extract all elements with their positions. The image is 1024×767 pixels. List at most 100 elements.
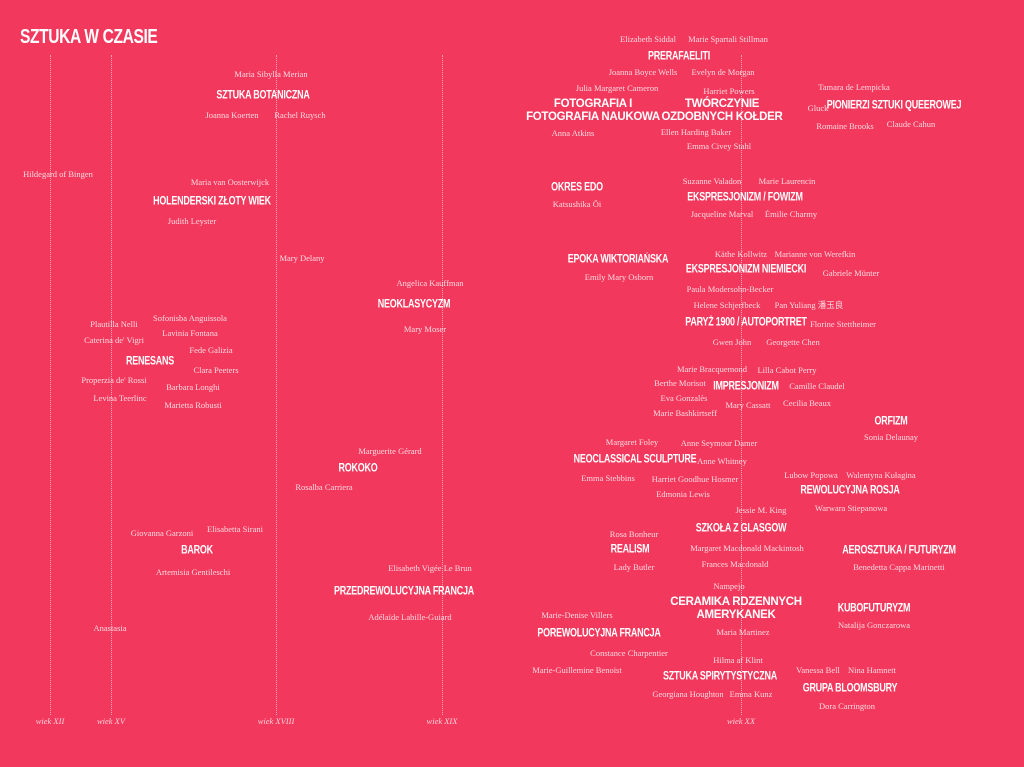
artist-name: Harriet Goodhue Hosmer — [651, 474, 739, 484]
artist-name: Helene Schjerfbeck — [693, 300, 761, 310]
artist-name: Rosalba Carriera — [295, 482, 353, 492]
artist-name: Mary Moser — [403, 324, 447, 334]
movement-label: PIONIERZI SZTUKI QUEEROWEJ — [826, 99, 962, 112]
artist-name: Jacqueline Marval — [690, 209, 754, 219]
artist-name: Anna Atkins — [551, 128, 595, 138]
movement-label: BAROK — [181, 544, 213, 557]
century-label: wiek XX — [726, 716, 756, 726]
movement-label: CERAMIKA RDZENNYCH AMERYKANEK — [670, 596, 802, 621]
artist-name: Adélaïde Labille-Guiard — [368, 612, 452, 622]
page-title: SZTUKA W CZASIE — [20, 26, 158, 48]
artist-name: Paula Modersohn-Becker — [686, 284, 774, 294]
movement-label: ORFIZM — [874, 415, 908, 428]
artist-name: Judith Leyster — [167, 216, 217, 226]
artist-name: Florine Stettheimer — [810, 319, 876, 329]
century-line — [276, 55, 277, 715]
artist-name: Levina Teerlinc — [93, 393, 147, 403]
movement-label: PRERAFAELITI — [648, 50, 710, 63]
movement-label: AEROSZTUKA / FUTURYZM — [842, 544, 956, 557]
artist-name: Artemisia Gentileschi — [155, 567, 231, 577]
century-line — [111, 55, 112, 715]
century-label: wiek XV — [96, 716, 126, 726]
artist-name: Emma Stebbins — [581, 473, 635, 483]
artist-name: Elizabeth Siddal — [620, 34, 676, 44]
artist-name: Margaret Macdonald Mackintosh — [690, 543, 804, 553]
artist-name: Walentyna Kułagina — [846, 470, 916, 480]
artist-name: Lady Butler — [613, 562, 655, 572]
artist-name: Eva Gonzalès — [660, 393, 708, 403]
artist-name: Constance Charpentier — [590, 648, 668, 658]
artist-name: Berthe Morisot — [654, 378, 706, 388]
artist-name: Angelica Kauffman — [396, 278, 464, 288]
artist-name: Margaret Foley — [605, 437, 659, 447]
artist-name: Marietta Robusti — [164, 400, 222, 410]
artist-name: Julia Margaret Cameron — [575, 83, 659, 93]
artist-name: Ellen Harding Baker — [660, 127, 732, 137]
artist-name: Joanna Boyce Wells — [608, 67, 678, 77]
movement-label: NEOKLASYCYZM — [377, 298, 451, 311]
artist-name: Claude Cahun — [886, 119, 936, 129]
artist-name: Elisabetta Sirani — [207, 524, 263, 534]
artist-name: Pan Yuliang 潘玉良 — [774, 300, 844, 310]
artist-name: Maria Martinez — [716, 627, 770, 637]
artist-name: Natalija Gonczarowa — [838, 620, 910, 630]
artist-name: Elisabeth Vigée Le Brun — [388, 563, 472, 573]
artist-name: Anne Whitney — [697, 456, 747, 466]
artist-name: Maria Sibylla Merian — [234, 69, 308, 79]
artist-name: Edmonia Lewis — [656, 489, 710, 499]
artist-name: Gluck — [807, 103, 829, 113]
movement-label: EKSPRESJONIZM / FOWIZM — [687, 191, 803, 204]
century-line — [442, 55, 443, 715]
artist-name: Anne Seymour Damer — [680, 438, 758, 448]
artist-name: Sofonisba Anguissola — [153, 313, 227, 323]
movement-label: SZKOŁA Z GLASGOW — [695, 522, 787, 535]
artist-name: Marie Bashkirtseff — [653, 408, 717, 418]
artist-name: Giovanna Garzoni — [130, 528, 194, 538]
artist-name: Nina Hamnett — [848, 665, 896, 675]
century-line — [741, 55, 742, 715]
artist-name: Camille Claudel — [789, 381, 845, 391]
artist-name: Plautilla Nelli — [90, 319, 138, 329]
movement-label: OKRES EDO — [551, 181, 603, 194]
artist-name: Dora Carrington — [819, 701, 875, 711]
artist-name: Caterina de' Vigri — [84, 335, 144, 345]
artist-name: Sonia Delaunay — [863, 432, 919, 442]
artist-name: Evelyn de Morgan — [691, 67, 755, 77]
artist-name: Käthe Kollwitz — [714, 249, 768, 259]
artist-name: Romaine Brooks — [816, 121, 874, 131]
artist-name: Marianne von Werefkin — [774, 249, 856, 259]
artist-name: Clara Peeters — [193, 365, 239, 375]
artist-name: Benedetta Cappa Marinetti — [853, 562, 945, 572]
century-label: wiek XIX — [426, 716, 458, 726]
artist-name: Suzanne Valadon — [682, 176, 742, 186]
movement-label: POREWOLUCYJNA FRANCJA — [537, 627, 661, 640]
movement-label: REWOLUCYJNA ROSJA — [800, 484, 900, 497]
artist-name: Émilie Charmy — [764, 209, 818, 219]
artist-name: Rachel Ruysch — [274, 110, 326, 120]
artist-name: Marie-Guillemine Benoist — [532, 665, 622, 675]
artist-name: Anastasia — [93, 623, 127, 633]
movement-label: RENESANS — [126, 355, 174, 368]
artist-name: Lubow Popowa — [784, 470, 838, 480]
movement-label: EPOKA WIKTORIAŃSKA — [567, 253, 669, 266]
artist-name: Marie Laurencin — [758, 176, 816, 186]
artist-name: Katsushika Ōi — [552, 199, 602, 209]
century-label: wiek XVIII — [257, 716, 295, 726]
movement-label: PARYŻ 1900 / AUTOPORTRET — [685, 316, 807, 329]
movement-label: ROKOKO — [338, 462, 378, 475]
artist-name: Emily Mary Osborn — [584, 272, 654, 282]
artist-name: Marguerite Gérard — [358, 446, 422, 456]
artist-name: Gabriele Münter — [822, 268, 880, 278]
movement-label: SZTUKA BOTANICZNA — [216, 89, 310, 102]
artist-name: Marie Bracquemond — [676, 364, 748, 374]
century-line — [50, 55, 51, 715]
artist-name: Nampejo — [713, 581, 745, 591]
movement-label: PRZEDREWOLUCYJNA FRANCJA — [333, 585, 475, 598]
artist-name: Georgette Chen — [766, 337, 820, 347]
artist-name: Mary Cassatt — [725, 400, 771, 410]
movement-label: REALISM — [610, 543, 650, 556]
movement-label: EKSPRESJONIZM NIEMIECKI — [685, 263, 807, 276]
artist-name: Properzia de' Rossi — [81, 375, 147, 385]
artist-name: Barbara Longhi — [166, 382, 220, 392]
movement-label: IMPRESJONIZM — [713, 380, 779, 393]
